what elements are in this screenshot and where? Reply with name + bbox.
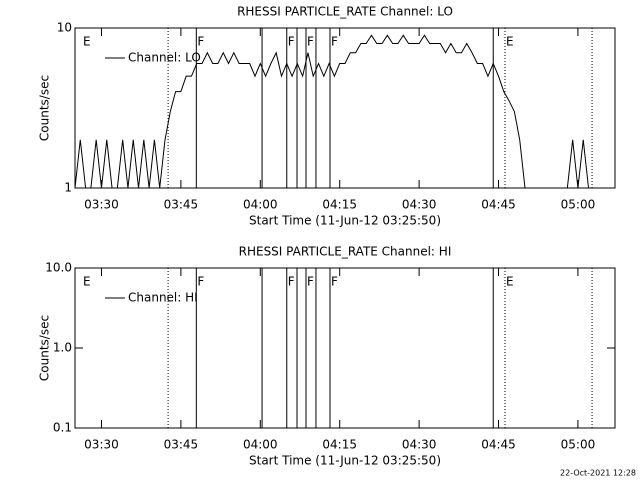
event-label: F [288, 275, 295, 289]
x-tick-label: 03:30 [84, 198, 119, 212]
x-tick-label: 03:30 [84, 438, 119, 452]
chart-title: RHESSI PARTICLE_RATE Channel: LO [237, 5, 453, 19]
legend-label: Channel: LO [128, 51, 201, 65]
x-axis-label: Start Time (11-Jun-12 03:25:50) [249, 214, 441, 228]
x-tick-label: 03:45 [164, 198, 199, 212]
x-tick-label: 04:45 [481, 198, 516, 212]
x-tick-label: 04:00 [243, 198, 278, 212]
event-label: F [288, 35, 295, 49]
event-label: F [331, 275, 338, 289]
x-axis-label: Start Time (11-Jun-12 03:25:50) [249, 454, 441, 468]
x-tick-label: 04:45 [481, 438, 516, 452]
event-label: E [506, 275, 514, 289]
event-label: F [307, 275, 314, 289]
event-label: E [83, 275, 91, 289]
y-tick-label: 10.0 [45, 261, 72, 275]
x-tick-label: 03:45 [164, 438, 199, 452]
legend-label: Channel: HI [128, 291, 198, 305]
x-tick-label: 04:15 [322, 438, 357, 452]
y-axis-label: Counts/sec [38, 75, 52, 141]
x-tick-label: 04:15 [322, 198, 357, 212]
y-axis-label: Counts/sec [38, 315, 52, 381]
y-tick-label: 1 [64, 181, 72, 195]
event-label: F [197, 275, 204, 289]
event-label: F [331, 35, 338, 49]
x-tick-label: 05:00 [561, 438, 596, 452]
x-tick-label: 05:00 [561, 198, 596, 212]
event-label: F [307, 35, 314, 49]
x-tick-label: 04:30 [402, 438, 437, 452]
y-tick-label: 10 [57, 21, 72, 35]
x-tick-label: 04:00 [243, 438, 278, 452]
y-tick-label: 1.0 [53, 341, 72, 355]
event-label: F [197, 35, 204, 49]
plot-frame [74, 27, 616, 189]
data-line [74, 34, 590, 189]
x-tick-label: 04:30 [402, 198, 437, 212]
chart-title: RHESSI PARTICLE_RATE Channel: HI [239, 245, 452, 259]
footer-timestamp: 22-Oct-2021 12:28 [560, 469, 636, 478]
event-label: E [83, 35, 91, 49]
event-label: E [506, 35, 514, 49]
y-tick-label: 0.1 [53, 421, 72, 435]
